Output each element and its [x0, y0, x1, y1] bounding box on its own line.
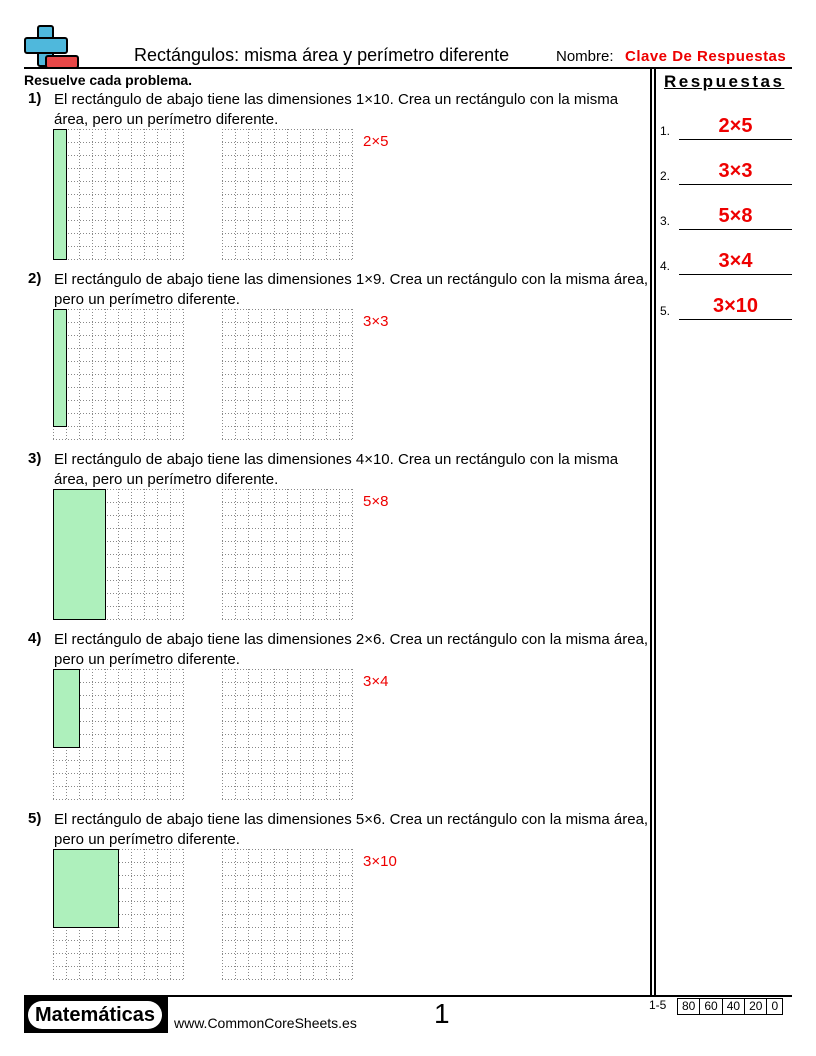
answer-field[interactable]: 2×5	[679, 113, 792, 140]
answer-field[interactable]: 3×4	[679, 248, 792, 275]
answer-grid[interactable]	[222, 129, 353, 260]
score-cell: 60	[699, 999, 721, 1014]
answer-row: 1. 2×5	[660, 110, 792, 140]
answer-grid[interactable]	[222, 849, 353, 980]
problem-text: El rectángulo de abajo tiene las dimensi…	[54, 451, 619, 488]
header-divider	[24, 67, 792, 69]
score-cell: 40	[721, 999, 744, 1014]
answer-row: 4. 3×4	[660, 245, 792, 275]
problem-number: 4)	[28, 630, 42, 647]
site-url: www.CommonCoreSheets.es	[174, 1015, 357, 1031]
given-grid	[53, 309, 184, 440]
column-divider	[650, 68, 652, 996]
problem-text: El rectángulo de abajo tiene las dimensi…	[54, 271, 649, 308]
problem-text: El rectángulo de abajo tiene las dimensi…	[54, 631, 649, 668]
score-cell: 80	[682, 999, 696, 1013]
name-value: Clave De Respuestas	[625, 48, 787, 65]
answer-field[interactable]: 3×10	[679, 293, 792, 320]
given-grid	[53, 669, 184, 800]
given-rectangle	[53, 489, 106, 620]
inline-answer: 3×3	[363, 313, 389, 330]
problem-number: 1)	[28, 90, 42, 107]
instructions: Resuelve cada problema.	[24, 72, 193, 88]
problem-number: 2)	[28, 270, 42, 287]
answer-number: 1.	[660, 124, 671, 138]
answer-number: 5.	[660, 304, 671, 318]
answer-number: 3.	[660, 214, 671, 228]
answer-row: 3. 5×8	[660, 200, 792, 230]
logo-plus-icon-bar	[24, 37, 68, 54]
problem-number: 3)	[28, 450, 42, 467]
answer-field[interactable]: 3×3	[679, 158, 792, 185]
given-rectangle	[53, 129, 67, 260]
inline-answer: 3×10	[363, 853, 397, 870]
score-range-label: 1-5	[649, 998, 667, 1012]
problem-text: El rectángulo de abajo tiene las dimensi…	[54, 811, 649, 848]
page-title: Rectángulos: misma área y perímetro dife…	[134, 45, 510, 65]
problem-number: 5)	[28, 810, 42, 827]
column-divider	[654, 68, 656, 996]
given-rectangle	[53, 849, 119, 928]
score-cell: 20	[744, 999, 766, 1014]
inline-answer: 5×8	[363, 493, 389, 510]
inline-answer: 3×4	[363, 673, 389, 690]
answers-title: Respuestas	[664, 72, 785, 91]
answer-grid[interactable]	[222, 669, 353, 800]
given-rectangle	[53, 309, 67, 427]
answer-field[interactable]: 5×8	[679, 203, 792, 230]
footer-divider	[24, 995, 792, 997]
score-cell: 0	[766, 999, 782, 1014]
given-grid	[53, 129, 184, 260]
answer-number: 2.	[660, 169, 671, 183]
page-number: 1	[434, 998, 450, 1029]
problem-text: El rectángulo de abajo tiene las dimensi…	[54, 91, 619, 128]
given-grid	[53, 849, 184, 980]
inline-answer: 2×5	[363, 133, 389, 150]
answer-grid[interactable]	[222, 489, 353, 620]
answer-number: 4.	[660, 259, 671, 273]
brand-label: Matemáticas	[28, 1001, 162, 1029]
answer-grid[interactable]	[222, 309, 353, 440]
answer-row: 2. 3×3	[660, 155, 792, 185]
answer-row: 5. 3×10	[660, 290, 792, 320]
score-table: 80 60 40 20 0	[677, 998, 784, 1015]
given-grid	[53, 489, 184, 620]
given-rectangle	[53, 669, 80, 748]
name-label: Nombre:	[556, 48, 614, 65]
